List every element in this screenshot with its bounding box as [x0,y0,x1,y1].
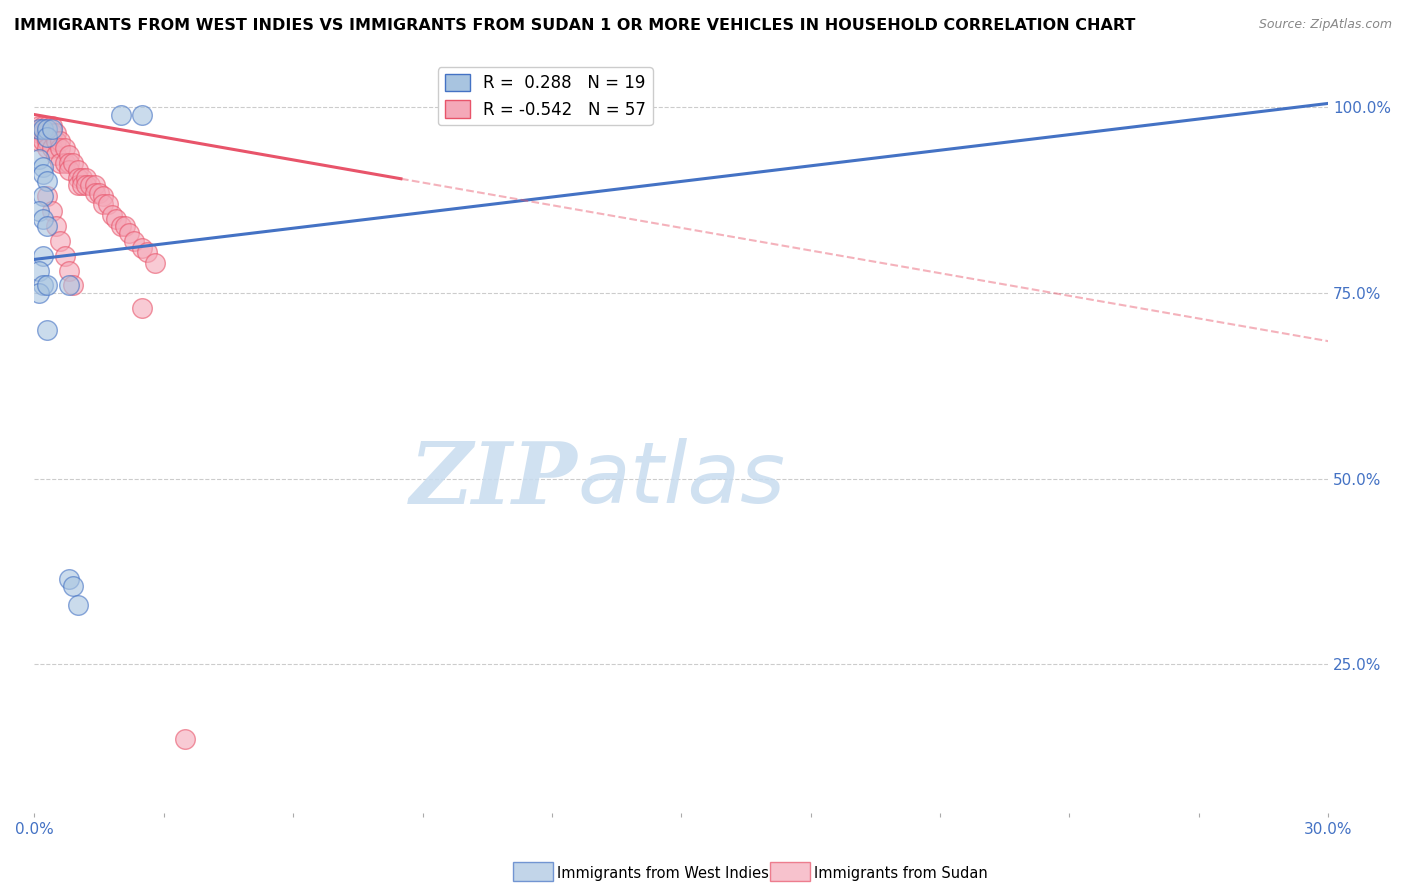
Point [66,163,89,178]
Point [143,256,166,270]
Text: ZIP: ZIP [411,438,578,521]
Point [28,126,51,140]
Point [110,219,132,233]
Point [28,152,51,166]
Text: Source: ZipAtlas.com: Source: ZipAtlas.com [1258,18,1392,31]
Text: Immigrants from West Indies: Immigrants from West Indies [557,866,769,880]
Point [28,263,51,277]
Point [58,163,80,178]
Point [114,219,136,233]
Point [58,156,80,170]
Point [97,196,120,211]
Point [58,263,80,277]
Point [83,178,105,193]
Point [174,731,197,746]
Point [66,178,89,193]
Point [131,301,153,315]
Point [110,107,132,121]
Point [37,122,59,136]
Point [37,278,59,293]
Legend: R =  0.288   N = 19, R = -0.542   N = 57: R = 0.288 N = 19, R = -0.542 N = 57 [439,67,652,125]
Point [41,122,63,136]
Point [37,134,59,148]
Point [32,211,55,226]
Text: IMMIGRANTS FROM WEST INDIES VS IMMIGRANTS FROM SUDAN 1 OR MORE VEHICLES IN HOUSE: IMMIGRANTS FROM WEST INDIES VS IMMIGRANT… [14,18,1136,33]
Point [49,156,72,170]
Point [62,156,84,170]
Point [37,219,59,233]
Text: Immigrants from Sudan: Immigrants from Sudan [814,866,988,880]
Point [87,186,110,200]
Point [66,598,89,612]
Point [75,170,97,185]
Point [70,178,93,193]
Point [28,204,51,219]
Point [49,141,72,155]
Point [32,278,55,293]
Point [32,160,55,174]
Point [131,241,153,255]
Point [53,156,76,170]
Point [37,126,59,140]
Point [37,129,59,144]
Point [58,278,80,293]
Point [83,186,105,200]
Point [45,134,67,148]
Point [28,122,51,136]
Point [70,170,93,185]
Point [66,170,89,185]
Point [58,572,80,586]
Point [32,126,55,140]
Point [28,285,51,300]
Point [32,122,55,136]
Point [32,119,55,133]
Point [32,249,55,263]
Point [32,167,55,181]
Point [45,126,67,140]
Point [118,227,141,241]
Point [93,189,115,203]
Point [41,141,63,155]
Point [45,219,67,233]
Point [93,196,115,211]
Point [122,234,145,248]
Point [41,119,63,133]
Point [32,189,55,203]
Point [75,178,97,193]
Point [62,278,84,293]
Point [37,141,59,155]
Point [45,148,67,162]
Point [79,178,101,193]
Point [101,208,124,222]
Point [105,211,128,226]
Point [41,204,63,219]
Point [37,174,59,188]
Point [49,234,72,248]
Point [28,134,51,148]
Text: atlas: atlas [578,438,786,521]
Point [41,126,63,140]
Point [28,119,51,133]
Point [37,119,59,133]
Point [32,134,55,148]
Point [37,323,59,337]
Point [53,249,76,263]
Point [53,141,76,155]
Point [131,107,153,121]
Point [37,189,59,203]
Point [62,579,84,593]
Point [49,134,72,148]
Point [135,245,157,260]
Point [58,148,80,162]
